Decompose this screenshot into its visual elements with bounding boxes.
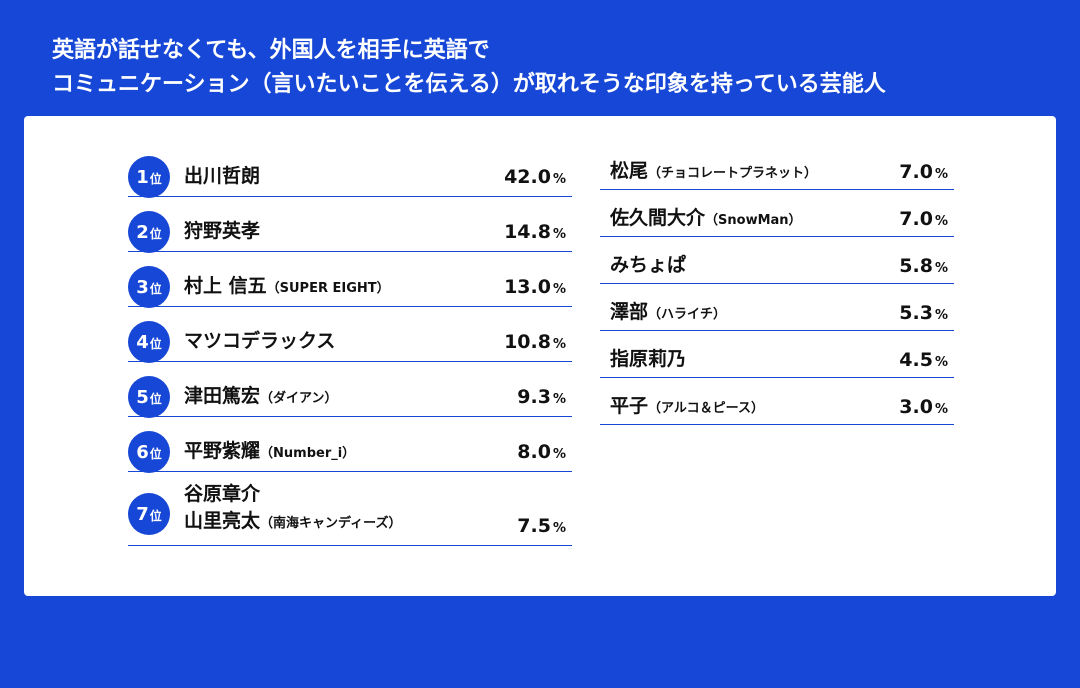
other-row: 平子（アルコ＆ピース） 3.0%	[600, 387, 954, 425]
entry-name: 澤部（ハライチ）	[610, 301, 727, 323]
entry-name: 出川哲朗	[184, 165, 261, 187]
entry-value: 13.0%	[504, 276, 566, 298]
rank-number: 1	[136, 166, 149, 188]
rank-suffix: 位	[149, 392, 162, 406]
entry-group: （ダイアン）	[260, 391, 338, 406]
speak-logo-icon	[896, 653, 942, 683]
entry-value: 3.0%	[899, 396, 948, 418]
other-row: みちょぱ 5.8%	[600, 246, 954, 284]
rank-number: 5	[136, 386, 149, 408]
other-row: 指原莉乃 4.5%	[600, 340, 954, 378]
rank-suffix: 位	[149, 227, 162, 241]
rank-number: 3	[136, 276, 149, 298]
rank-suffix: 位	[149, 282, 162, 296]
entry-group: （Number_i）	[260, 446, 356, 461]
percent-unit: %	[934, 167, 948, 182]
percent-unit: %	[552, 392, 566, 407]
ranked-row: 1 位出川哲朗 42.0%	[128, 156, 572, 198]
title-line-2: コミュニケーション（言いたいことを伝える）が取れそうな印象を持っている芸能人	[52, 72, 886, 97]
other-row: 澤部（ハライチ） 5.3%	[600, 293, 954, 331]
speak-logo-text: Speak	[950, 653, 1040, 683]
entry-value: 5.8%	[899, 255, 948, 277]
entry-name: みちょぱ	[610, 254, 687, 276]
entry-group: （南海キャンディーズ）	[260, 516, 402, 531]
percent-unit: %	[552, 337, 566, 352]
entry-name: 平野紫耀（Number_i）	[184, 440, 356, 462]
entry-value: 10.8%	[504, 331, 566, 353]
percent-unit: %	[552, 447, 566, 462]
entry-group: （チョコレートプラネット）	[648, 166, 818, 181]
entry-value: 7.0%	[899, 161, 948, 183]
title-line-1: 英語が話せなくても、外国人を相手に英語で	[52, 38, 490, 63]
ranking-card: 1 位出川哲朗 42.0% 2 位狩野英孝 14.8% 3 位村上 信五（SUPER EIGH…	[24, 116, 1056, 683]
entry-value: 9.3%	[517, 386, 566, 408]
ranked-row: 6 位平野紫耀（Number_i） 8.0%	[128, 431, 572, 473]
rank-number: 4	[136, 331, 149, 353]
entry-name-line: 山里亮太（南海キャンディーズ）	[184, 510, 402, 532]
percent-unit: %	[552, 521, 566, 536]
entry-name: 津田篤宏（ダイアン）	[184, 385, 338, 407]
percent-unit: %	[934, 261, 948, 276]
entry-name: 平子（アルコ＆ピース）	[610, 395, 764, 417]
rank-suffix: 位	[149, 447, 162, 461]
rank-number: 6	[136, 441, 149, 463]
entry-value: 7.5%	[517, 515, 566, 537]
entry-value: 8.0%	[517, 441, 566, 463]
percent-unit: %	[934, 402, 948, 417]
rank-suffix: 位	[149, 509, 162, 523]
ranked-row: 7 位谷原章介 山里亮太（南海キャンディーズ） 7.5%	[128, 483, 572, 546]
other-row: 松尾（チョコレートプラネット） 7.0%	[600, 152, 954, 190]
entry-value: 14.8%	[504, 221, 566, 243]
entry-group: （SUPER EIGHT）	[266, 281, 390, 296]
other-row: 佐久間大介（SnowMan） 7.0%	[600, 199, 954, 237]
percent-unit: %	[934, 214, 948, 229]
rank-number: 2	[136, 221, 149, 243]
entry-group: （ハライチ）	[648, 307, 727, 322]
ranked-row: 4 位マツコデラックス 10.8%	[128, 321, 572, 363]
entry-name: 指原莉乃	[610, 348, 687, 370]
entry-value: 42.0%	[504, 166, 566, 188]
ranked-row: 5 位津田篤宏（ダイアン） 9.3%	[128, 376, 572, 418]
rank-suffix: 位	[149, 172, 162, 186]
entry-name: 佐久間大介（SnowMan）	[610, 207, 802, 229]
rank-number: 7	[136, 503, 149, 525]
rank-suffix: 位	[149, 337, 162, 351]
entry-value: 4.5%	[899, 349, 948, 371]
entry-value: 7.0%	[899, 208, 948, 230]
entry-name: マツコデラックス	[184, 330, 336, 352]
speak-logo: Speak	[896, 648, 1040, 688]
percent-unit: %	[552, 227, 566, 242]
entry-name: 谷原章介山里亮太（南海キャンディーズ）	[184, 481, 401, 537]
percent-unit: %	[934, 355, 948, 370]
entry-name: 狩野英孝	[184, 220, 261, 242]
ranked-row: 2 位狩野英孝 14.8%	[128, 211, 572, 253]
ranked-row: 3 位村上 信五（SUPER EIGHT） 13.0%	[128, 266, 572, 308]
entry-name-line: 谷原章介	[184, 483, 261, 505]
percent-unit: %	[934, 308, 948, 323]
entry-group: （アルコ＆ピース）	[648, 401, 764, 416]
entry-group: （SnowMan）	[705, 213, 802, 228]
percent-unit: %	[552, 282, 566, 297]
page-title: 英語が話せなくても、外国人を相手に英語で コミュニケーション（言いたいことを伝え…	[52, 34, 1052, 102]
entry-name: 村上 信五（SUPER EIGHT）	[184, 275, 390, 297]
percent-unit: %	[552, 172, 566, 187]
entry-name: 松尾（チョコレートプラネット）	[610, 160, 818, 182]
entry-value: 5.3%	[899, 302, 948, 324]
